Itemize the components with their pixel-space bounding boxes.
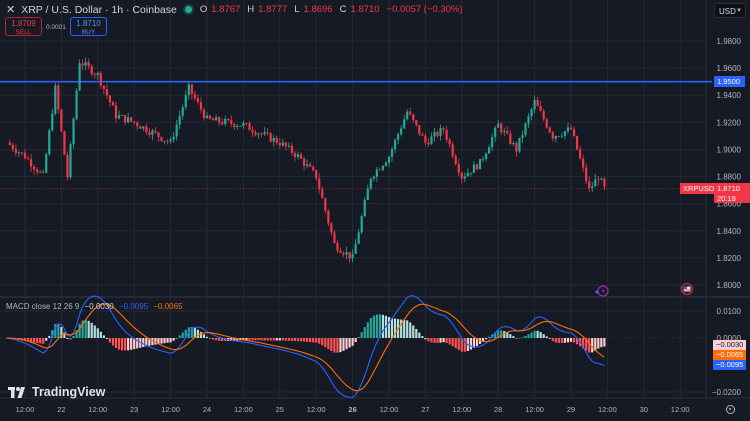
- svg-text:29: 29: [567, 405, 575, 414]
- hline-price-tag[interactable]: 1.9500: [714, 76, 745, 87]
- svg-text:25: 25: [276, 405, 284, 414]
- sell-price: 1.8709: [11, 19, 36, 28]
- lightning-alert-icon[interactable]: [595, 285, 609, 297]
- svg-text:22: 22: [57, 405, 65, 414]
- chevron-down-icon: ▼: [736, 8, 742, 14]
- svg-text:24: 24: [203, 405, 211, 414]
- ohlc-high-value: 1.8777: [258, 4, 288, 15]
- currency-select[interactable]: USD ▼: [714, 3, 746, 18]
- ohlc-high-key: H: [247, 4, 255, 15]
- svg-text:1.9800: 1.9800: [717, 37, 742, 46]
- macd-legend[interactable]: MACD close 12 26 9 −0.0030 −0.0095 −0.00…: [6, 302, 183, 311]
- tradingview-logo-text: TradingView: [32, 385, 106, 399]
- svg-text:1.8200: 1.8200: [717, 254, 742, 263]
- ohlc-close-key: C: [339, 4, 347, 15]
- macd-signal-value: −0.0065: [153, 302, 183, 311]
- svg-text:12:00: 12:00: [452, 405, 471, 414]
- svg-text:28: 28: [494, 405, 502, 414]
- price-change: −0.0057 (−0.30%): [386, 4, 463, 15]
- svg-text:1.9400: 1.9400: [717, 91, 742, 100]
- svg-text:12:00: 12:00: [16, 405, 35, 414]
- symbol-title[interactable]: XRP / U.S. Dollar · 1h · Coinbase: [21, 3, 177, 16]
- candlestick-series: [8, 57, 606, 263]
- close-icon[interactable]: ✕: [6, 4, 16, 16]
- macd-signal-tag: −0.0065: [713, 350, 746, 360]
- svg-text:1.8000: 1.8000: [717, 281, 742, 290]
- svg-text:26: 26: [348, 405, 356, 414]
- sell-button[interactable]: 1.8709 SELL: [5, 17, 42, 36]
- svg-text:1.8600: 1.8600: [717, 200, 742, 209]
- svg-text:12:00: 12:00: [234, 405, 253, 414]
- buy-label: BUY: [81, 29, 96, 36]
- svg-text:12:00: 12:00: [525, 405, 544, 414]
- last-price-tag: 1.8710 20:18: [714, 183, 750, 203]
- ohlc-open-value: 1.8767: [211, 4, 241, 15]
- svg-text:0.0100: 0.0100: [717, 307, 742, 316]
- svg-text:−0.0200: −0.0200: [712, 388, 742, 397]
- svg-text:12:00: 12:00: [671, 405, 690, 414]
- tradingview-logo-icon: [8, 386, 25, 398]
- macd-histogram-tag: −0.0030: [713, 340, 746, 350]
- svg-text:12:00: 12:00: [380, 405, 399, 414]
- symbol-header: ✕ XRP / U.S. Dollar · 1h · Coinbase O 1.8…: [6, 3, 466, 17]
- ohlc-open-key: O: [199, 4, 208, 15]
- spread-value: 0.0001: [46, 24, 66, 31]
- last-price-value: 1.8710: [717, 184, 740, 193]
- svg-text:12:00: 12:00: [88, 405, 107, 414]
- sell-label: SELL: [15, 29, 32, 36]
- market-open-icon: [184, 6, 192, 13]
- bar-countdown: 20:18: [717, 193, 736, 203]
- ohlc-low-key: L: [294, 4, 300, 15]
- svg-text:1.9600: 1.9600: [717, 64, 742, 73]
- ohlc-low-value: 1.8696: [303, 4, 333, 15]
- settings-gear-icon[interactable]: [726, 405, 735, 414]
- svg-text:1.8800: 1.8800: [717, 173, 742, 182]
- svg-text:27: 27: [421, 405, 429, 414]
- currency-value: USD: [719, 7, 736, 16]
- axes-labels: 1.9800 1.9600 1.9400 1.9200 1.9000 1.8800 1.86…: [16, 37, 742, 414]
- buy-price: 1.8710: [76, 19, 101, 28]
- svg-text:1.9200: 1.9200: [717, 118, 742, 127]
- svg-text:12:00: 12:00: [161, 405, 180, 414]
- svg-text:12:00: 12:00: [598, 405, 617, 414]
- macd-histogram-value: −0.0030: [84, 302, 114, 311]
- svg-text:12:00: 12:00: [307, 405, 326, 414]
- buy-button[interactable]: 1.8710 BUY: [70, 17, 107, 36]
- symbol-tag: XRPUSD: [680, 183, 718, 194]
- us-flag-event-icon[interactable]: [680, 282, 694, 296]
- macd-pane: [5, 295, 606, 398]
- svg-text:23: 23: [130, 405, 138, 414]
- macd-line-tag: −0.0095: [713, 360, 746, 370]
- ohlc-close-value: 1.8710: [350, 4, 380, 15]
- macd-legend-name: MACD close 12 26 9: [6, 302, 80, 311]
- svg-text:0.0000: 0.0000: [717, 334, 742, 343]
- tradingview-logo[interactable]: TradingView: [8, 385, 105, 399]
- svg-text:1.9000: 1.9000: [717, 145, 742, 154]
- svg-text:1.8400: 1.8400: [717, 227, 742, 236]
- svg-text:30: 30: [640, 405, 648, 414]
- macd-line-value: −0.0095: [118, 302, 149, 311]
